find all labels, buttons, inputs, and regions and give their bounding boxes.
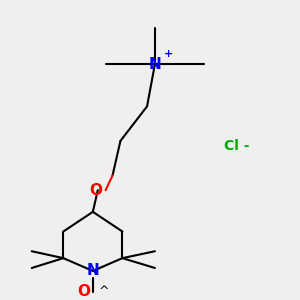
Text: O: O: [90, 183, 103, 198]
Text: N: N: [148, 56, 161, 71]
Text: N: N: [86, 263, 99, 278]
Text: O: O: [77, 284, 90, 299]
Text: Cl -: Cl -: [224, 139, 249, 153]
Text: ^: ^: [99, 285, 109, 298]
Text: +: +: [164, 49, 173, 59]
